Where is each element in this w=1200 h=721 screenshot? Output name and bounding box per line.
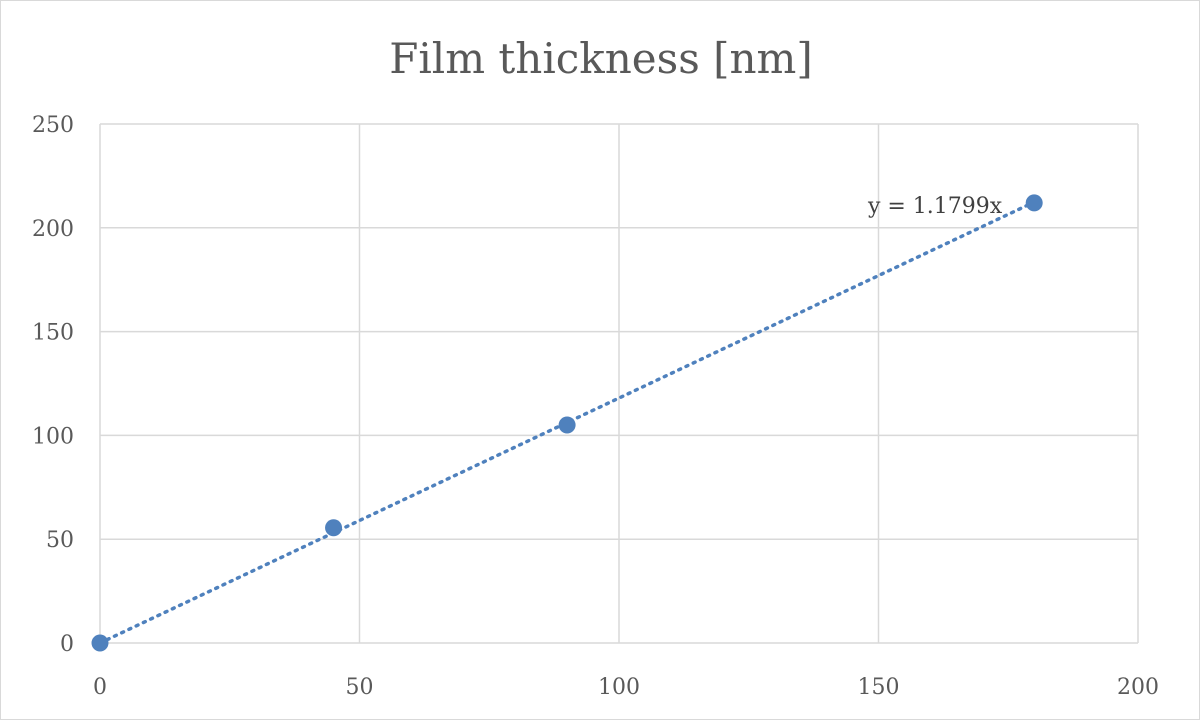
x-tick-label: 200 bbox=[1117, 675, 1159, 700]
x-tick-label: 150 bbox=[858, 675, 900, 700]
y-tick-label: 200 bbox=[32, 217, 74, 242]
data-point bbox=[91, 634, 109, 652]
y-tick-label: 150 bbox=[32, 321, 74, 346]
x-tick-label: 100 bbox=[598, 675, 640, 700]
grid-layer bbox=[99, 123, 1139, 644]
data-point bbox=[558, 416, 576, 434]
y-tick-label: 0 bbox=[60, 632, 74, 657]
y-tick-label: 100 bbox=[32, 424, 74, 449]
trendline-equation: y = 1.1799x bbox=[867, 194, 1003, 219]
data-point-layer bbox=[91, 194, 1043, 652]
x-tick-label: 0 bbox=[93, 675, 107, 700]
chart-title: Film thickness [nm] bbox=[389, 34, 813, 83]
data-point bbox=[325, 519, 343, 537]
data-point bbox=[1025, 194, 1043, 212]
x-tick-label: 50 bbox=[346, 675, 374, 700]
tick-label-layer: 0 50 100 150 200 250 0 50 100 150 200 bbox=[32, 113, 1159, 700]
y-tick-label: 250 bbox=[32, 113, 74, 138]
y-tick-label: 50 bbox=[46, 528, 74, 553]
